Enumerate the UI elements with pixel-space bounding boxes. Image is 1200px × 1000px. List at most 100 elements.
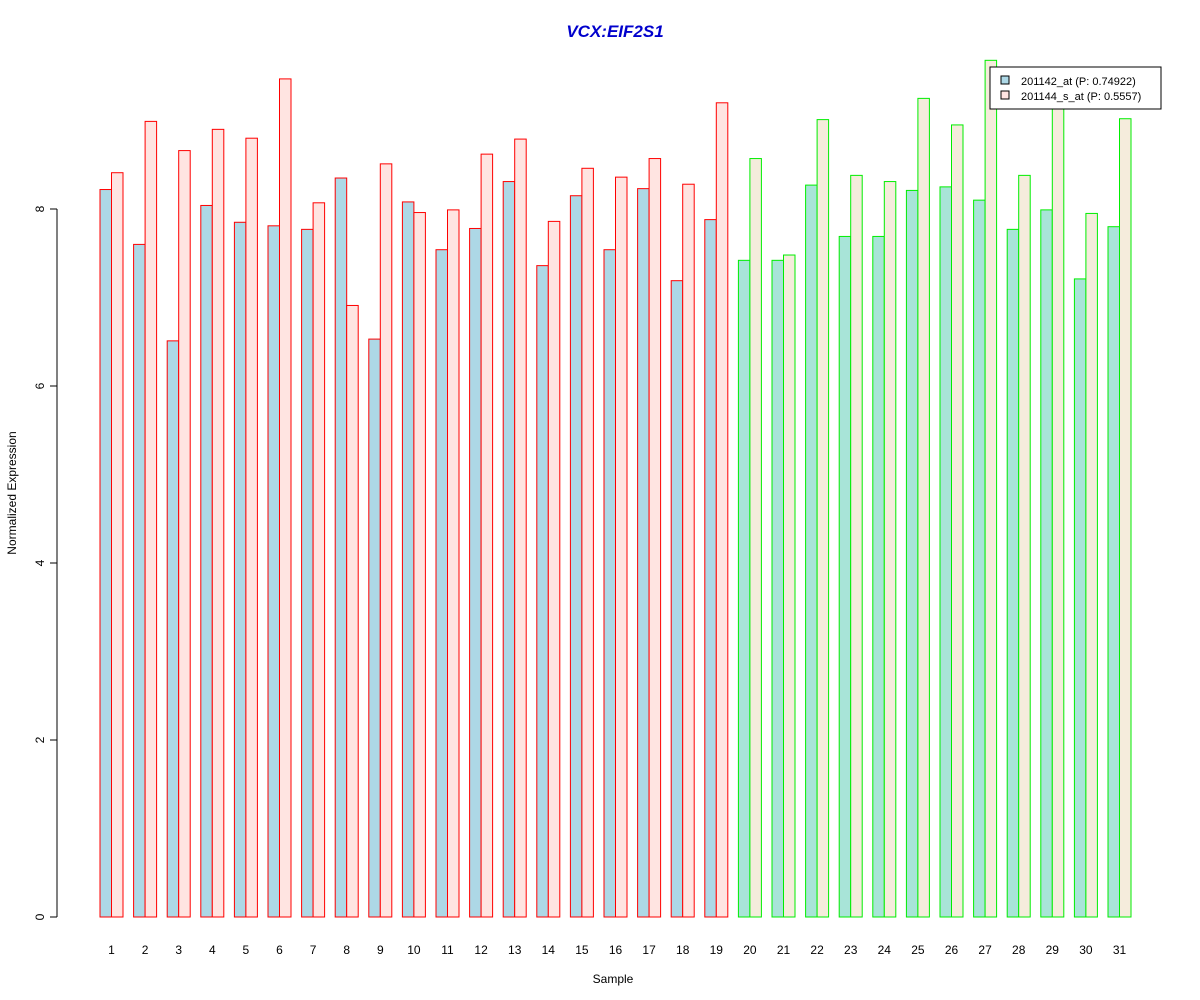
x-tick-label: 14: [542, 943, 556, 957]
bar-series2-sample-4: [211, 128, 225, 918]
bar-series2-sample-15: [581, 167, 594, 918]
bar-series2-sample-3: [178, 150, 191, 918]
x-tick-label: 3: [175, 943, 182, 957]
bar-series2-sample-7: [312, 202, 326, 918]
x-tick-label: 24: [878, 943, 892, 957]
bar-series2-sample-31: [1119, 118, 1132, 918]
bar-series1-sample-29: [1040, 209, 1053, 918]
x-tick-label: 25: [911, 943, 925, 957]
x-tick-label: 12: [474, 943, 488, 957]
x-tick-label: 17: [642, 943, 656, 957]
bar-series2-sample-6: [279, 78, 292, 918]
bar-series2-sample-19: [715, 102, 729, 918]
x-tick-label: 30: [1079, 943, 1093, 957]
y-tick-label: 8: [33, 205, 47, 212]
bar-series1-sample-7: [301, 228, 314, 918]
x-tick-label: 27: [978, 943, 992, 957]
bar-series1-sample-14: [536, 265, 549, 918]
y-axis-label: Normalized Expression: [5, 431, 19, 554]
bar-series2-sample-20: [749, 158, 762, 918]
bar-series2-sample-14: [547, 220, 561, 918]
bar-series2-sample-12: [480, 153, 494, 918]
x-tick-label: 28: [1012, 943, 1026, 957]
x-axis-label: Sample: [593, 972, 634, 986]
x-tick-label: 16: [609, 943, 623, 957]
legend-label-series2: 201144_s_at (P: 0.5557): [1021, 91, 1141, 103]
x-tick-labels: 1 2 3 4 5 6 7 8 9 10 11 12 13 14 15 16 17 18 19 20 21 22 23 24 2…: [108, 943, 1126, 957]
bar-series2-sample-1: [111, 172, 124, 918]
x-tick-label: 21: [777, 943, 791, 957]
legend-swatch-series1: [1000, 75, 1010, 85]
bar-series2-sample-27: [984, 59, 998, 918]
bar-series1-sample-13: [502, 181, 516, 918]
legend: 201142_at (P: 0.74922) 201144_s_at (P: 0.…: [989, 66, 1162, 110]
bar-series2-sample-2: [144, 120, 158, 918]
x-tick-label: 9: [377, 943, 384, 957]
bar-series1-sample-3: [166, 340, 180, 918]
bar-series1-sample-28: [1006, 228, 1020, 918]
bar-series2-sample-21: [783, 254, 796, 918]
bar-series1-sample-1: [99, 189, 112, 918]
legend-label-series1: 201142_at (P: 0.74922): [1021, 76, 1136, 88]
y-axis: 0 2 4 6 8: [33, 205, 58, 920]
bar-series1-sample-26: [939, 186, 952, 918]
bar-series1-sample-5: [233, 221, 247, 918]
bar-series1-sample-18: [670, 280, 684, 918]
x-tick-label: 18: [676, 943, 690, 957]
bar-series1-sample-10: [401, 201, 415, 918]
bar-series1-sample-15: [569, 195, 583, 918]
y-tick-label: 4: [33, 559, 47, 566]
bar-series1-sample-20: [737, 259, 751, 918]
bar-series2-sample-23: [850, 174, 863, 918]
bar-series2-sample-26: [951, 124, 964, 918]
bar-series1-sample-12: [469, 227, 482, 918]
x-tick-label: 15: [575, 943, 589, 957]
bar-series1-sample-2: [133, 243, 146, 918]
bar-series2-sample-29: [1051, 96, 1065, 918]
bar-series2-sample-8: [346, 304, 359, 918]
y-tick-label: 2: [33, 736, 47, 743]
x-tick-label: 22: [810, 943, 824, 957]
chart-title: VCX:EIF2S1: [566, 22, 663, 41]
bar-series1-sample-16: [603, 249, 616, 918]
bar-series1-sample-8: [334, 177, 348, 918]
bar-series1-sample-22: [805, 184, 818, 918]
bar-series1-sample-27: [973, 199, 986, 918]
bar-series1-sample-4: [200, 204, 213, 918]
x-tick-label: 1: [108, 943, 115, 957]
x-tick-label: 11: [441, 943, 454, 957]
bar-series1-sample-19: [704, 219, 717, 918]
x-tick-label: 5: [243, 943, 250, 957]
bar-series1-sample-11: [435, 249, 448, 918]
y-tick-label: 0: [33, 913, 47, 920]
bar-series1-sample-17: [637, 188, 650, 918]
y-tick-label: 6: [33, 382, 47, 389]
bars: [99, 59, 1132, 918]
bar-series1-sample-30: [1073, 278, 1087, 918]
bar-series2-sample-11: [447, 209, 460, 918]
x-tick-label: 6: [276, 943, 283, 957]
bar-series1-sample-25: [905, 189, 919, 918]
bar-series2-sample-25: [917, 97, 930, 918]
bar-series2-sample-17: [648, 158, 662, 918]
bar-series2-sample-30: [1085, 212, 1098, 918]
x-tick-label: 31: [1113, 943, 1127, 957]
bar-series1-sample-24: [872, 235, 885, 918]
x-tick-label: 20: [743, 943, 757, 957]
bar-series1-sample-21: [771, 259, 784, 918]
x-tick-label: 13: [508, 943, 522, 957]
bar-series1-sample-9: [368, 338, 381, 918]
bar-series2-sample-18: [682, 183, 695, 918]
x-tick-label: 2: [142, 943, 149, 957]
legend-swatch-series2: [1000, 90, 1010, 100]
bar-series2-sample-28: [1018, 174, 1031, 918]
bar-series1-sample-6: [267, 225, 280, 918]
x-tick-label: 10: [407, 943, 421, 957]
bar-series2-sample-9: [379, 163, 393, 918]
x-tick-label: 4: [209, 943, 216, 957]
bar-series2-sample-5: [245, 137, 258, 918]
x-tick-label: 7: [310, 943, 317, 957]
x-tick-label: 26: [945, 943, 959, 957]
x-tick-label: 19: [710, 943, 724, 957]
